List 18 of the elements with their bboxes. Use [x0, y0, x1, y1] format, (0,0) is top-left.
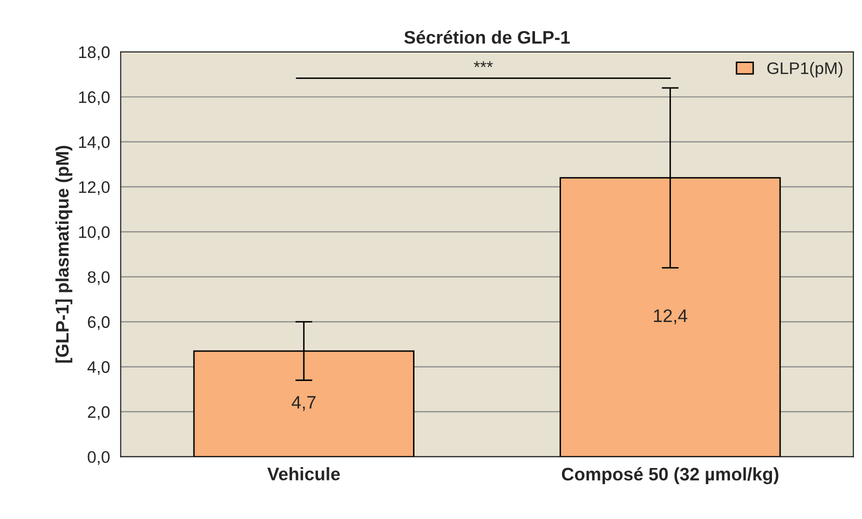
chart-title: Sécrétion de GLP-1 [404, 30, 570, 44]
y-tick-label: 16,0 [79, 91, 110, 106]
data-label: 4,7 [292, 396, 316, 411]
y-tick-label: 10,0 [79, 226, 110, 240]
y-tick-label: 8,0 [88, 271, 110, 285]
x-tick-label: Composé 50 (32 µmol/kg) [562, 467, 778, 484]
x-tick-label: Vehicule [267, 467, 340, 480]
y-tick-label: 12,0 [79, 181, 110, 196]
y-tick-label: 0,0 [88, 451, 110, 465]
y-tick-label: 4,0 [87, 361, 110, 375]
y-tick-label: 18,0 [79, 46, 110, 60]
y-tick-label: 6,0 [88, 316, 110, 330]
legend-label: GLP1(pM) [767, 62, 842, 78]
annotation: *** [474, 61, 493, 68]
y-tick-label: 2,0 [88, 406, 110, 420]
data-label: 12,4 [654, 309, 688, 324]
y-tick-label: 14,0 [79, 136, 110, 150]
y-axis-title: [GLP-1] plasmatique (pM) [55, 146, 72, 363]
